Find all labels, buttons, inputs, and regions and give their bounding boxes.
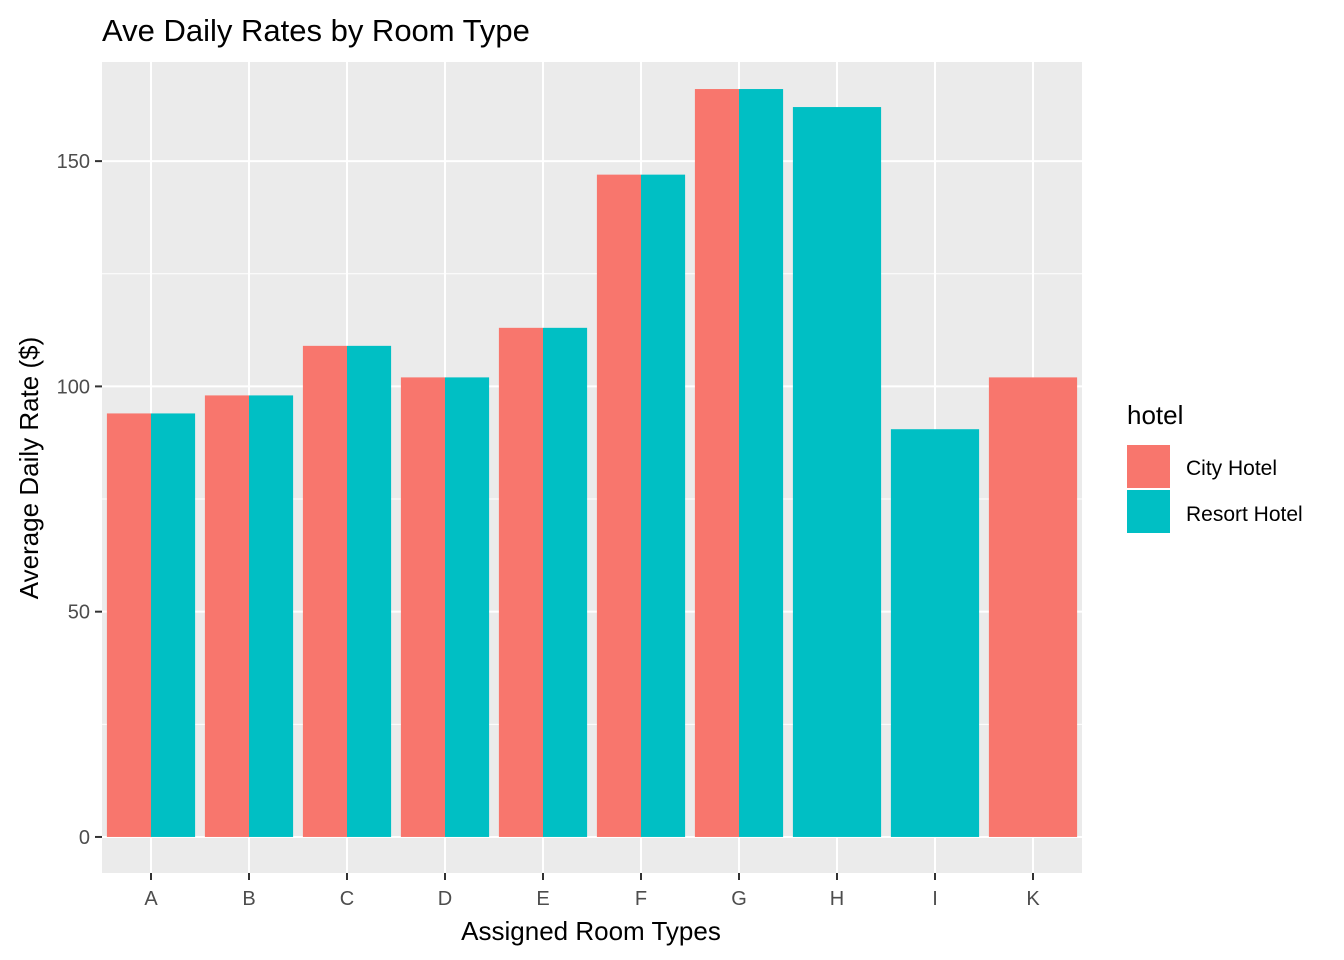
x-tick-label: H (830, 888, 844, 910)
bar-b-city-hotel (204, 395, 249, 837)
bar-a-resort-hotel (151, 413, 196, 837)
legend: hotel City Hotel Resort Hotel (1127, 400, 1303, 533)
bar-d-resort-hotel (445, 377, 490, 837)
y-tick-label: 150 (57, 151, 90, 173)
bar-c-resort-hotel (347, 345, 392, 837)
x-tick-label: A (144, 888, 158, 910)
bars-layer (106, 89, 1078, 837)
y-tick-label: 100 (57, 376, 90, 398)
bar-g-city-hotel (694, 89, 739, 837)
bar-e-city-hotel (498, 327, 543, 837)
bar-i-resort-hotel (890, 429, 980, 837)
legend-swatch-resort-hotel (1127, 490, 1170, 533)
bar-d-city-hotel (400, 377, 445, 837)
y-tick-label: 0 (79, 827, 90, 849)
x-tick-label: B (242, 888, 255, 910)
bar-f-resort-hotel (641, 174, 686, 837)
bar-g-resort-hotel (739, 89, 784, 837)
legend-swatch-city-hotel (1127, 445, 1170, 488)
bar-f-city-hotel (596, 174, 641, 837)
x-tick-label: I (932, 888, 938, 910)
bar-k-city-hotel (988, 377, 1078, 837)
bar-c-city-hotel (302, 345, 347, 837)
y-axis: 0 50 100 150 (57, 151, 102, 849)
x-tick-label: F (635, 888, 647, 910)
x-tick-label: E (536, 888, 549, 910)
legend-title: hotel (1127, 400, 1183, 430)
bar-h-resort-hotel (792, 107, 882, 837)
bar-b-resort-hotel (249, 395, 294, 837)
bar-e-resort-hotel (543, 327, 588, 837)
y-tick-label: 50 (68, 602, 90, 624)
bar-a-city-hotel (106, 413, 151, 837)
x-axis-title: Assigned Room Types (461, 916, 721, 946)
x-tick-label: K (1026, 888, 1040, 910)
x-tick-label: D (438, 888, 452, 910)
x-tick-label: C (340, 888, 354, 910)
x-tick-label: G (731, 888, 747, 910)
legend-label-resort-hotel: Resort Hotel (1186, 503, 1303, 526)
chart-title: Ave Daily Rates by Room Type (102, 13, 530, 48)
y-axis-title: Average Daily Rate ($) (14, 337, 44, 600)
legend-label-city-hotel: City Hotel (1186, 457, 1277, 480)
